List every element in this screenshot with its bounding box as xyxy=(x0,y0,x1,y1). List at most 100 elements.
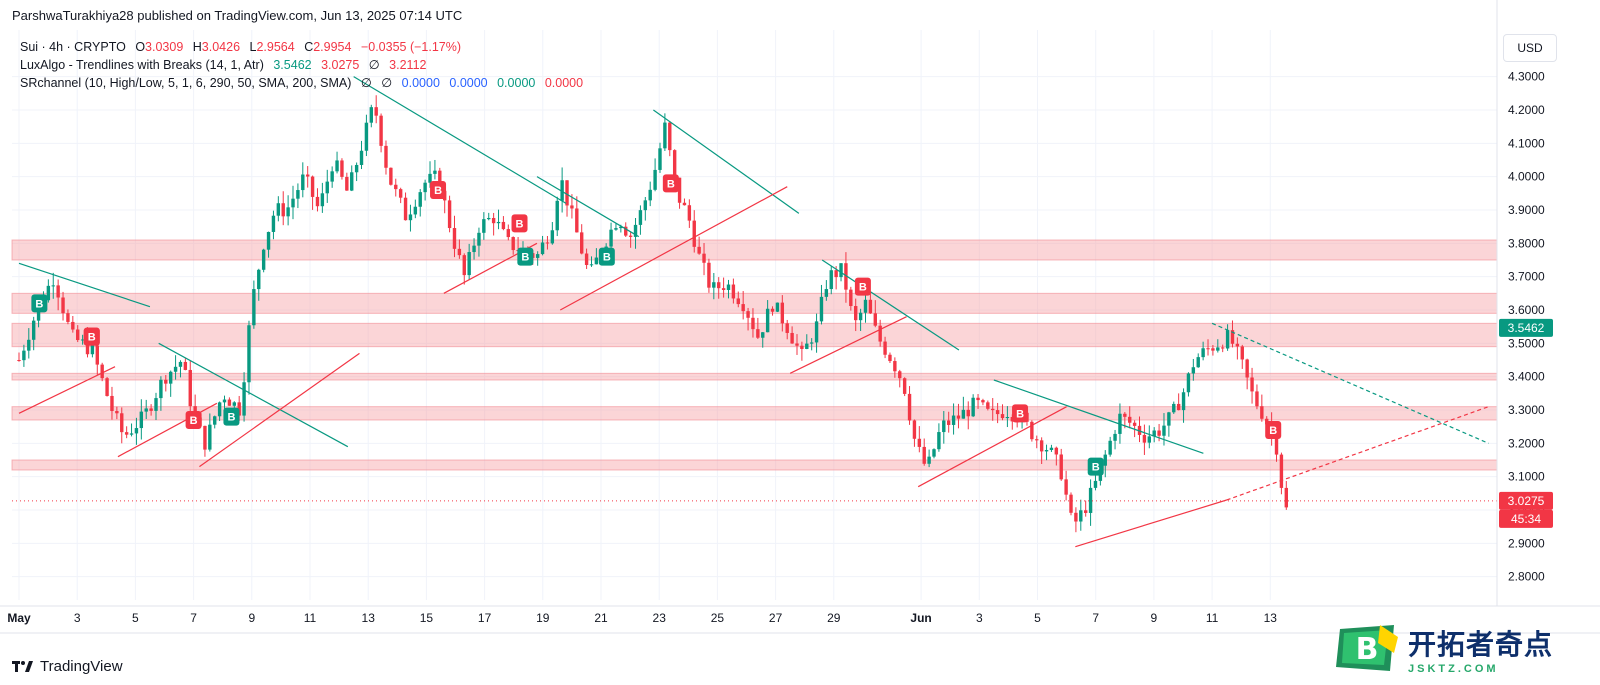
candle-body xyxy=(1142,434,1147,443)
candle-body xyxy=(301,174,305,191)
candle-body xyxy=(946,420,951,425)
candle-body xyxy=(545,242,550,244)
candle-body xyxy=(736,298,740,305)
price-label-bg xyxy=(1499,491,1553,510)
candle-body xyxy=(1079,510,1083,522)
candle-body xyxy=(85,339,90,355)
candle-body xyxy=(487,217,491,220)
indicator-2-value-2: ∅ xyxy=(381,76,393,90)
candle-body xyxy=(379,115,383,146)
sr-zones xyxy=(11,239,1498,471)
candle-body xyxy=(927,456,931,464)
candle-body xyxy=(1035,439,1039,441)
time-tick-label: 9 xyxy=(1151,611,1158,625)
legend-indicator-1[interactable]: LuxAlgo - Trendlines with Breaks (14, 1,… xyxy=(20,56,583,74)
svg-text:B: B xyxy=(1356,632,1379,667)
candle-body xyxy=(1191,367,1196,374)
candle-body xyxy=(849,289,853,307)
candle-body xyxy=(31,320,36,340)
candle-body xyxy=(46,285,51,301)
candle-body xyxy=(555,200,559,231)
currency-button[interactable]: USD xyxy=(1503,34,1557,62)
candle-body xyxy=(1260,406,1264,419)
candle-body xyxy=(124,432,129,435)
sr-zone xyxy=(11,239,1498,261)
price-tick-label: 4.3000 xyxy=(1508,70,1545,84)
candle-body xyxy=(22,350,26,361)
candle-body xyxy=(286,207,290,217)
candle-body xyxy=(878,325,882,342)
candle-body xyxy=(687,205,692,221)
ohlc-close-label: C xyxy=(304,40,314,54)
candle-body xyxy=(829,270,833,290)
candle-body xyxy=(276,203,281,216)
signal-badge xyxy=(1012,404,1029,423)
candle-body xyxy=(731,284,736,299)
candle-body xyxy=(242,382,246,416)
candle-body xyxy=(1176,403,1181,411)
candle-body xyxy=(653,169,657,190)
candle-body xyxy=(247,325,251,383)
candle-body xyxy=(951,415,956,425)
watermark: B 开拓者奇点 JSKTZ.COM xyxy=(1334,616,1596,682)
time-tick-label: 13 xyxy=(362,611,376,625)
tradingview-logo[interactable]: TradingView xyxy=(12,658,123,675)
candle-body xyxy=(423,182,427,193)
candle-body xyxy=(1201,348,1205,358)
ohlc-open-label: O xyxy=(135,40,146,54)
ohlc-high: 3.0426 xyxy=(201,40,241,54)
price-tick-label: 2.8000 xyxy=(1508,570,1545,584)
candle-body xyxy=(1064,479,1068,495)
signal-badge-label: B xyxy=(190,415,198,427)
price-tick-label: 3.2000 xyxy=(1508,436,1545,450)
watermark-text: 开拓者奇点 xyxy=(1408,629,1554,660)
signal-badge-label: B xyxy=(1016,408,1024,420)
candle-body xyxy=(751,317,755,330)
ohlc-high-label: H xyxy=(192,40,202,54)
ohlc-low: 2.9564 xyxy=(256,40,295,54)
candle-body xyxy=(345,176,349,191)
signal-badge xyxy=(854,277,871,296)
candle-body xyxy=(340,160,344,177)
time-tick-label: 7 xyxy=(1092,611,1099,625)
candle-body xyxy=(1039,440,1044,452)
candle-body xyxy=(809,342,814,344)
candle-body xyxy=(389,167,393,185)
indicator-2-value-3: 0.0000 xyxy=(401,76,440,90)
candle-body xyxy=(844,263,848,290)
time-tick-label: 5 xyxy=(132,611,139,625)
candle-body xyxy=(717,282,721,289)
candle-body xyxy=(213,416,217,425)
candle-body xyxy=(765,308,770,333)
candle-body xyxy=(570,205,574,209)
symbol-title[interactable]: Sui · 4h · CRYPTO xyxy=(20,40,126,54)
candle-body xyxy=(712,282,716,288)
candle-body xyxy=(354,164,359,173)
candle-body xyxy=(619,226,623,229)
candle-body xyxy=(164,379,168,384)
candle-body xyxy=(1128,416,1132,423)
candle-body xyxy=(511,237,515,251)
candle-body xyxy=(330,171,334,182)
candle-body xyxy=(501,221,506,230)
candle-body xyxy=(477,232,481,246)
legend-indicator-2[interactable]: SRchannel (10, High/Low, 5, 1, 6, 290, 5… xyxy=(20,74,583,92)
price-label-text: 3.5462 xyxy=(1508,321,1545,335)
price-tick-label: 3.4000 xyxy=(1508,370,1545,384)
candle-body xyxy=(315,196,320,207)
candle-body xyxy=(56,285,60,298)
price-tick-label: 3.3000 xyxy=(1508,403,1545,417)
candle-body xyxy=(1250,377,1254,392)
candle-body xyxy=(252,289,256,326)
candle-body xyxy=(374,107,378,116)
candle-body xyxy=(1059,454,1063,480)
indicator-2-value-1: ∅ xyxy=(360,76,372,90)
candle-body xyxy=(995,410,1000,415)
candle-body xyxy=(1113,433,1117,441)
candle-body xyxy=(1049,447,1054,451)
candle-body xyxy=(917,438,922,447)
candle-body xyxy=(408,214,413,221)
candle-body xyxy=(1245,359,1249,378)
price-labels: 3.5462 3.0275 45:34 xyxy=(1499,318,1553,528)
